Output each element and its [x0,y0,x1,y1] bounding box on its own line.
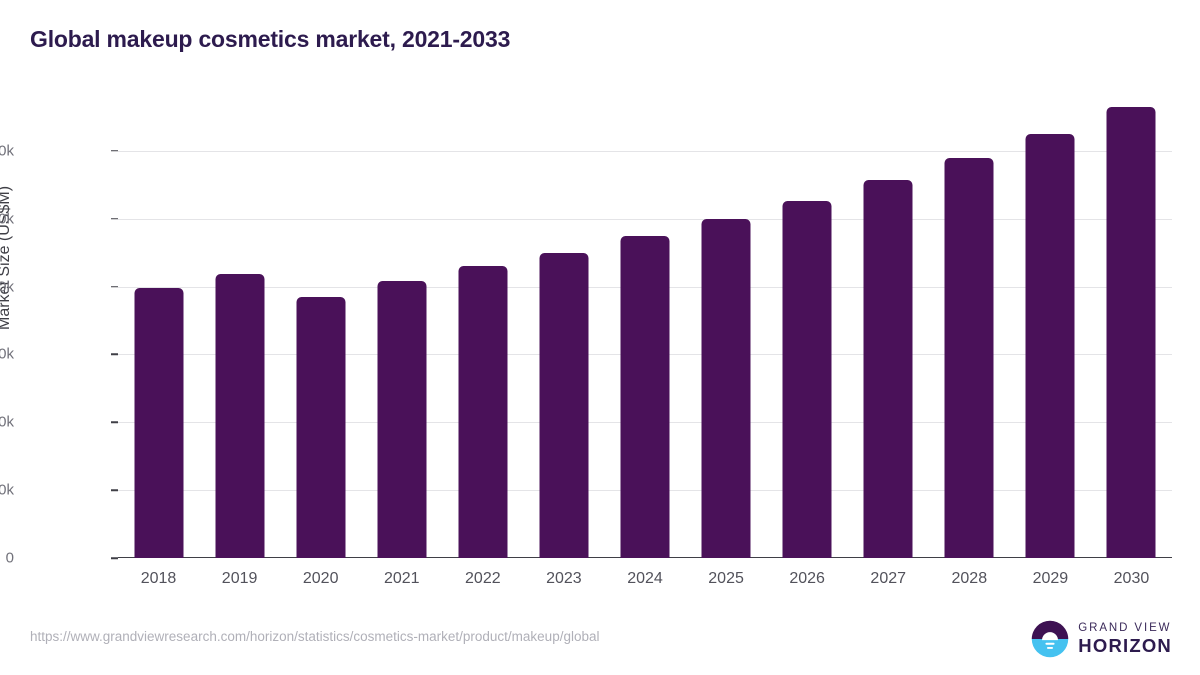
x-axis-tick-label: 2026 [789,570,825,587]
logo-wordmark: GRAND VIEW HORIZON [1078,621,1172,656]
x-axis-tick-label: 2027 [870,570,907,587]
bar[interactable] [539,252,589,558]
x-axis-tick-label: 2020 [302,570,339,587]
gridline [118,218,1172,220]
bar[interactable] [215,274,265,558]
bar-slot [767,100,848,558]
bar-series [118,100,1172,558]
bar[interactable] [701,218,751,558]
bar-slot [442,100,523,558]
bar-slot [686,100,767,558]
x-axis-tick-label: 2019 [221,570,258,587]
y-axis-tick-mark [111,353,118,356]
page-title: Global makeup cosmetics market, 2021-203… [30,26,511,52]
bar-slot [199,100,280,558]
x-axis-tick-label: 2025 [708,570,744,587]
bar[interactable] [134,287,184,558]
bar[interactable] [944,157,994,558]
y-axis-tick-mark [111,217,118,220]
x-axis-tick-label: 2023 [546,570,582,587]
x-axis-tick-label: 2029 [1032,570,1069,587]
bar[interactable] [1025,133,1075,558]
y-axis-tick-mark [111,421,118,424]
y-axis-tick-label: 10k [0,481,14,499]
bar-slot [280,100,361,558]
bar[interactable] [1106,107,1156,558]
y-axis-title: Market Size (US$M) [0,185,13,330]
bar-slot [361,100,442,558]
y-axis-tick-mark [111,557,118,559]
y-axis-tick-mark [111,489,118,491]
bar[interactable] [782,201,832,558]
y-axis-tick-label: 50k [0,210,14,228]
bar-slot [118,100,199,558]
bar-slot [1010,100,1091,558]
grand-view-horizon-logo: GRAND VIEW HORIZON [1031,620,1172,658]
y-axis-tick-label: 20k [0,413,14,431]
bar[interactable] [620,236,670,558]
x-axis-tick-label: 2018 [140,570,177,587]
horizon-logo-icon [1031,620,1069,658]
source-url[interactable]: https://www.grandviewresearch.com/horizo… [30,629,600,644]
bar-slot [1091,100,1172,558]
gridline [118,150,1172,152]
bar[interactable] [863,180,913,558]
y-axis-tick-label: 60k [0,142,14,160]
bar[interactable] [296,297,346,558]
y-axis-tick-label: 30k [0,345,14,363]
bar-slot [523,100,604,558]
y-axis-tick-label: 40k [0,278,14,296]
y-axis-tick-mark [111,285,118,288]
logo-text-bottom: HORIZON [1078,635,1172,656]
bar-slot [848,100,929,558]
bar[interactable] [377,280,427,558]
x-axis-tick-label: 2022 [465,570,501,587]
x-axis-tick-label: 2024 [627,570,663,587]
y-axis-tick-label: 0 [5,549,14,567]
x-axis-tick-label: 2021 [383,570,420,587]
x-axis-tick-label: 2030 [1113,570,1150,587]
bar-slot [929,100,1010,558]
x-axis-tick-label: 2028 [951,570,988,587]
y-axis-tick-mark [111,150,118,152]
bar[interactable] [458,266,508,558]
bar-slot [604,100,685,558]
logo-text-top: GRAND VIEW [1078,621,1172,634]
